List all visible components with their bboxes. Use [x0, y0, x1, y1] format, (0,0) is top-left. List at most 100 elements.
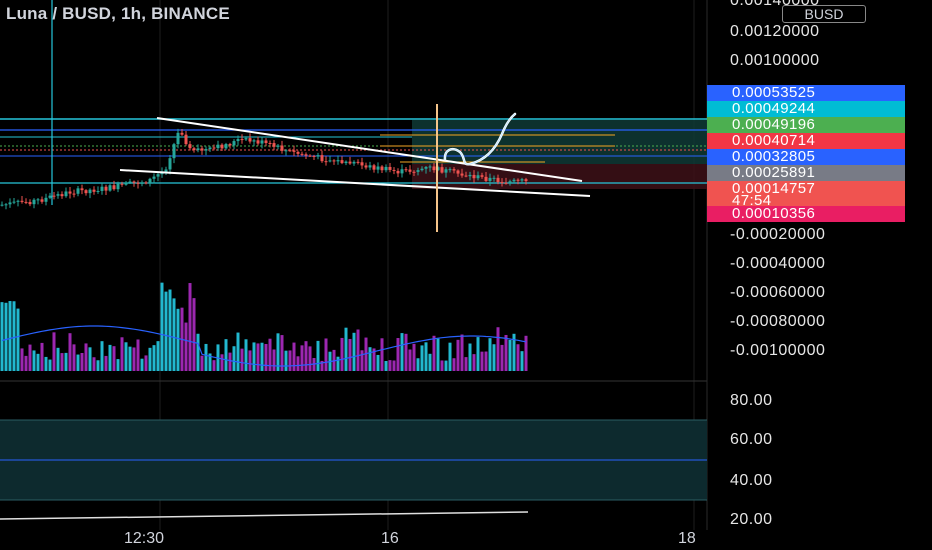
volume-bar[interactable] [204, 343, 208, 371]
candle[interactable] [492, 177, 496, 179]
candle[interactable] [68, 191, 72, 194]
candle[interactable] [312, 155, 316, 157]
volume-bar[interactable] [388, 360, 392, 371]
volume-bar[interactable] [520, 351, 524, 371]
volume-bar[interactable] [480, 351, 484, 371]
candle[interactable] [100, 186, 104, 191]
currency-tag[interactable]: BUSD [782, 5, 866, 23]
candle[interactable] [108, 185, 112, 191]
volume-bar[interactable] [336, 356, 340, 371]
volume-bar[interactable] [164, 291, 168, 371]
candle[interactable] [60, 194, 64, 197]
volume-bar[interactable] [68, 333, 72, 371]
volume-bar[interactable] [144, 355, 148, 371]
candle[interactable] [232, 141, 236, 146]
candle[interactable] [136, 182, 140, 184]
rsi-line[interactable] [0, 511, 529, 520]
volume-bar[interactable] [228, 352, 232, 371]
volume-bar[interactable] [452, 358, 456, 371]
candle[interactable] [52, 195, 56, 197]
candle[interactable] [180, 132, 184, 135]
volume-bar[interactable] [8, 301, 12, 371]
volume-bar[interactable] [352, 332, 356, 371]
volume-bar[interactable] [492, 344, 496, 371]
candle[interactable] [404, 169, 408, 171]
price-badge[interactable]: 0.00025891 [707, 165, 905, 181]
candle[interactable] [324, 161, 328, 163]
candle[interactable] [444, 169, 448, 173]
candle[interactable] [504, 182, 508, 184]
volume-bar[interactable] [356, 329, 360, 371]
volume-bar[interactable] [508, 339, 512, 371]
volume-bar[interactable] [48, 359, 52, 371]
candle[interactable] [224, 144, 228, 149]
volume-bar[interactable] [348, 338, 352, 371]
candle[interactable] [420, 168, 424, 171]
candle[interactable] [44, 197, 48, 202]
candle[interactable] [132, 181, 136, 183]
price-badge[interactable]: 0.00049244 [707, 101, 905, 117]
volume-bar[interactable] [252, 342, 256, 371]
trend-line-lower[interactable] [119, 169, 591, 197]
volume-bar[interactable] [76, 354, 80, 371]
volume-bar[interactable] [208, 353, 212, 371]
volume-bar[interactable] [308, 346, 312, 371]
trend-line-upper[interactable] [156, 117, 583, 182]
volume-bar[interactable] [440, 360, 444, 371]
volume-bar[interactable] [132, 347, 136, 371]
candle[interactable] [292, 150, 296, 152]
price-badge[interactable]: 0.00053525 [707, 85, 905, 101]
volume-bar[interactable] [464, 357, 468, 371]
candle[interactable] [300, 153, 304, 155]
volume-bar[interactable] [104, 355, 108, 371]
volume-bar[interactable] [60, 353, 64, 371]
candle[interactable] [284, 150, 288, 152]
candle[interactable] [272, 143, 276, 147]
candle[interactable] [104, 186, 108, 191]
volume-bar[interactable] [220, 354, 224, 371]
volume-bar[interactable] [196, 333, 200, 371]
candle[interactable] [340, 160, 344, 164]
candle[interactable] [320, 155, 324, 162]
candle[interactable] [372, 165, 376, 170]
volume-bar[interactable] [368, 347, 372, 371]
volume-bar[interactable] [372, 348, 376, 371]
candle[interactable] [188, 144, 192, 149]
candle[interactable] [268, 143, 272, 145]
volume-bar[interactable] [456, 339, 460, 371]
volume-bar[interactable] [240, 348, 244, 371]
candle[interactable] [344, 161, 348, 164]
volume-bar[interactable] [396, 338, 400, 371]
volume-bar[interactable] [172, 298, 176, 371]
volume-bar[interactable] [200, 355, 204, 371]
candle[interactable] [276, 145, 280, 147]
candle[interactable] [456, 170, 460, 174]
volume-bar[interactable] [120, 337, 124, 371]
candle[interactable] [244, 138, 248, 140]
candle[interactable] [48, 195, 52, 198]
candle[interactable] [32, 199, 36, 205]
candle[interactable] [508, 181, 512, 184]
volume-bar[interactable] [360, 350, 364, 371]
volume-bar[interactable] [152, 345, 156, 371]
candle[interactable] [352, 161, 356, 164]
candle[interactable] [304, 154, 308, 156]
candle[interactable] [516, 179, 520, 181]
volume-bar[interactable] [84, 343, 88, 371]
candle[interactable] [388, 166, 392, 170]
candle[interactable] [140, 182, 144, 184]
candle[interactable] [376, 166, 380, 170]
volume-bar[interactable] [56, 347, 60, 371]
price-badge[interactable]: 0.00040714 [707, 133, 905, 149]
candle[interactable] [480, 175, 484, 177]
candle[interactable] [428, 166, 432, 168]
volume-bar[interactable] [444, 360, 448, 371]
candle[interactable] [20, 200, 24, 202]
volume-bar[interactable] [28, 344, 32, 371]
candle[interactable] [416, 170, 420, 172]
volume-bar[interactable] [124, 342, 128, 371]
candle[interactable] [360, 162, 364, 166]
candle[interactable] [448, 169, 452, 171]
candle[interactable] [120, 183, 124, 185]
volume-bar[interactable] [24, 355, 28, 371]
